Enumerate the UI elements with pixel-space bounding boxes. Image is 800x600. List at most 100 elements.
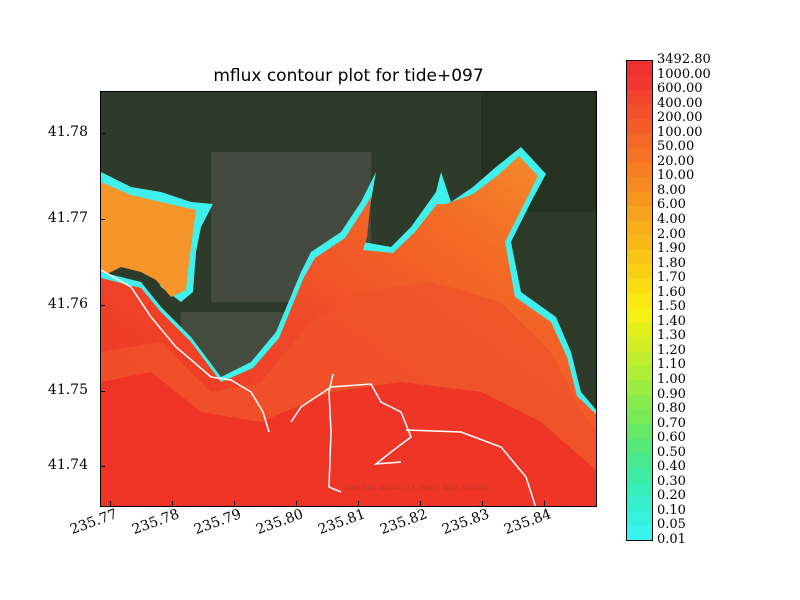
water-flux-bay-west (101, 182, 196, 297)
water-flux-deep (101, 372, 596, 506)
colorbar-label: 8.00 (657, 182, 686, 198)
colorbar-band (627, 496, 652, 512)
colorbar-label: 10.00 (657, 168, 695, 184)
y-tick-mark (100, 305, 105, 306)
x-tick-mark (234, 501, 235, 506)
y-tick-label: 41.77 (47, 210, 88, 226)
colorbar-label: 0.50 (657, 444, 686, 460)
colorbar-band (627, 452, 652, 468)
colorbar (626, 60, 653, 541)
colorbar-label: 0.80 (657, 401, 686, 417)
x-tick-label: 235.84 (502, 506, 554, 539)
colorbar-label: 0.70 (657, 415, 686, 431)
x-tick-label: 235.82 (378, 506, 430, 539)
colorbar-label: 20.00 (657, 153, 695, 169)
colorbar-label: 1.70 (657, 270, 686, 286)
colorbar-band (627, 365, 652, 381)
colorbar-band (627, 307, 652, 323)
colorbar-label: 0.30 (657, 473, 686, 489)
colorbar-label: 1.60 (657, 284, 686, 300)
coastline-shoreline (405, 429, 537, 506)
colorbar-band (627, 481, 652, 497)
colorbar-band (627, 177, 652, 193)
map-attribution: Data SIO, NOAA, U.S. Navy, NGA, GEBCO (344, 484, 488, 492)
colorbar-band (627, 409, 652, 425)
x-tick-label: 235.79 (192, 506, 244, 539)
colorbar-band (627, 423, 652, 439)
x-tick-mark (110, 501, 111, 506)
colorbar-band (627, 191, 652, 207)
colorbar-label: 1.40 (657, 313, 686, 329)
colorbar-label: 1.20 (657, 342, 686, 358)
colorbar-band (627, 206, 652, 222)
colorbar-band (627, 249, 652, 265)
y-tick-label: 41.78 (47, 124, 88, 140)
colorbar-band (627, 351, 652, 367)
x-tick-label: 235.78 (130, 506, 182, 539)
x-tick-label: 235.81 (316, 506, 368, 539)
colorbar-band (627, 75, 652, 91)
colorbar-band (627, 336, 652, 352)
x-tick-mark (172, 501, 173, 506)
colorbar-band (627, 525, 652, 540)
colorbar-band (627, 235, 652, 251)
y-tick-mark (100, 466, 105, 467)
colorbar-label: 0.05 (657, 517, 686, 533)
colorbar-label: 600.00 (657, 81, 703, 97)
colorbar-label: 100.00 (657, 124, 703, 140)
colorbar-band (627, 133, 652, 149)
x-tick-label: 235.83 (440, 506, 492, 539)
x-tick-mark (544, 501, 545, 506)
colorbar-label: 1.90 (657, 241, 686, 257)
colorbar-label: 0.10 (657, 502, 686, 518)
colorbar-band (627, 438, 652, 454)
colorbar-label: 4.00 (657, 212, 686, 227)
x-tick-mark (358, 501, 359, 506)
colorbar-label: 400.00 (657, 95, 703, 111)
colorbar-band (627, 162, 652, 178)
colorbar-label: 1.80 (657, 255, 686, 271)
colorbar-label: 0.40 (657, 459, 686, 475)
colorbar-band (627, 394, 652, 410)
y-tick-label: 41.75 (47, 382, 88, 398)
colorbar-band (627, 467, 652, 483)
colorbar-label: 0.01 (657, 532, 686, 547)
colorbar-band (627, 61, 652, 77)
map-plot-area[interactable] (100, 91, 597, 507)
colorbar-label: 0.20 (657, 488, 686, 504)
x-tick-mark (296, 501, 297, 506)
colorbar-band (627, 220, 652, 236)
colorbar-label: 1.50 (657, 299, 686, 315)
colorbar-band (627, 293, 652, 309)
colorbar-band (627, 104, 652, 120)
colorbar-label: 3492.80 (657, 52, 711, 67)
colorbar-band (627, 148, 652, 164)
colorbar-label: 2.00 (657, 226, 686, 242)
x-tick-label: 235.80 (254, 506, 306, 539)
colorbar-band (627, 119, 652, 135)
y-tick-label: 41.76 (47, 296, 88, 312)
colorbar-label: 1.30 (657, 328, 686, 344)
map-image (101, 92, 596, 506)
colorbar-label: 6.00 (657, 197, 686, 213)
colorbar-band (627, 90, 652, 106)
y-tick-mark (100, 219, 105, 220)
colorbar-band (627, 264, 652, 280)
y-tick-mark (100, 133, 105, 134)
colorbar-label: 1000.00 (657, 66, 711, 82)
colorbar-band (627, 322, 652, 338)
colorbar-band (627, 510, 652, 526)
coastline-harbor (290, 383, 412, 465)
colorbar-label: 1.10 (657, 357, 686, 373)
colorbar-band (627, 278, 652, 294)
colorbar-label: 0.90 (657, 386, 686, 402)
coastline (101, 269, 270, 433)
colorbar-label: 50.00 (657, 139, 695, 155)
colorbar-label: 0.60 (657, 430, 686, 446)
x-tick-mark (482, 501, 483, 506)
y-tick-mark (100, 391, 105, 392)
y-tick-label: 41.74 (47, 457, 88, 473)
x-tick-mark (420, 501, 421, 506)
colorbar-label: 200.00 (657, 110, 703, 126)
plot-title: mflux contour plot for tide+097 (213, 66, 484, 86)
